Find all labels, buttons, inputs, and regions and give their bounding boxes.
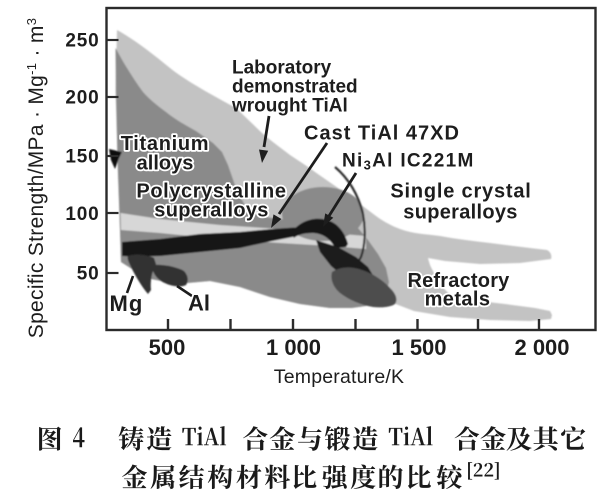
svg-text:Refractory: Refractory — [407, 270, 510, 292]
svg-text:alloys: alloys — [137, 153, 194, 175]
svg-text:Cast TiAl 47XD: Cast TiAl 47XD — [304, 123, 460, 145]
svg-text:superalloys: superalloys — [154, 200, 268, 222]
svg-text:150: 150 — [65, 147, 99, 168]
svg-text:2 000: 2 000 — [514, 335, 569, 360]
svg-text:Titanium: Titanium — [121, 133, 210, 155]
svg-text:Single crystal: Single crystal — [390, 181, 531, 203]
svg-text:1 000: 1 000 — [266, 335, 321, 360]
svg-text:Laboratory: Laboratory — [232, 58, 332, 79]
svg-text:200: 200 — [65, 88, 99, 109]
svg-text:Polycrystalline: Polycrystalline — [136, 181, 286, 203]
svg-text:demonstrated: demonstrated — [232, 77, 358, 98]
svg-text:Specific Strength/MPa · Mg-1 ·: Specific Strength/MPa · Mg-1 · m3 — [24, 18, 48, 338]
svg-text:50: 50 — [77, 264, 100, 285]
svg-text:Ni3Al IC221M: Ni3Al IC221M — [342, 151, 475, 173]
svg-text:Mg: Mg — [110, 291, 144, 316]
svg-text:Al: Al — [188, 291, 210, 316]
svg-text:wrought TiAl: wrought TiAl — [231, 96, 348, 117]
svg-text:Temperature/K: Temperature/K — [274, 366, 405, 388]
svg-text:superalloys: superalloys — [403, 202, 517, 224]
svg-text:500: 500 — [149, 335, 186, 360]
svg-text:250: 250 — [65, 31, 99, 52]
svg-text:1 500: 1 500 — [391, 335, 446, 360]
svg-text:metals: metals — [425, 289, 491, 311]
svg-text:100: 100 — [65, 204, 99, 225]
